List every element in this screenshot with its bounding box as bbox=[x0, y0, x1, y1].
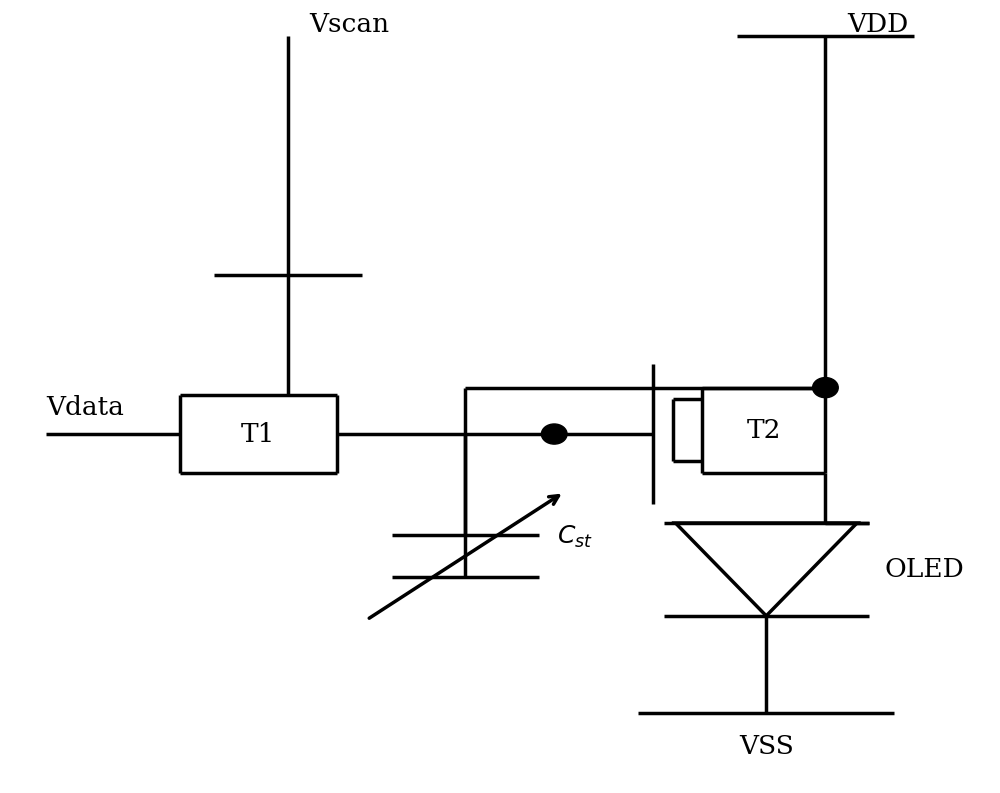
Text: Vdata: Vdata bbox=[46, 395, 124, 420]
Text: VDD: VDD bbox=[847, 12, 908, 37]
Text: T1: T1 bbox=[241, 422, 276, 446]
Text: Vscan: Vscan bbox=[310, 12, 390, 37]
Circle shape bbox=[813, 377, 838, 397]
Circle shape bbox=[541, 424, 567, 444]
Text: $C_{st}$: $C_{st}$ bbox=[557, 523, 593, 550]
Text: VSS: VSS bbox=[739, 734, 794, 759]
Text: OLED: OLED bbox=[885, 557, 964, 582]
Text: T2: T2 bbox=[747, 418, 781, 442]
